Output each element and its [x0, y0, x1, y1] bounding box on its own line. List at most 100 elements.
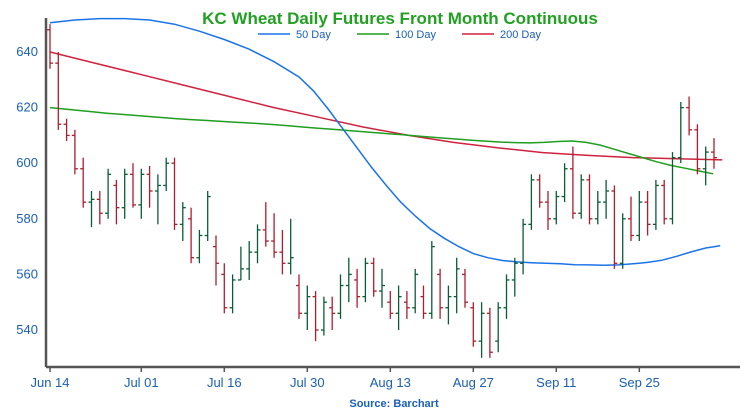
x-tick-label: Sep 11 — [536, 375, 576, 390]
price-bar — [96, 191, 103, 225]
chart-title: KC Wheat Daily Futures Front Month Conti… — [202, 9, 598, 28]
price-bar — [412, 268, 419, 314]
price-bar — [121, 168, 128, 219]
price-bar — [105, 168, 112, 219]
price-bar — [536, 174, 543, 208]
price-bar — [163, 157, 170, 191]
price-bar — [702, 146, 709, 186]
price-bar — [320, 296, 327, 336]
price-bar — [237, 246, 244, 281]
price-bar — [619, 213, 626, 269]
price-bar — [296, 274, 302, 319]
price-bar — [669, 152, 676, 225]
price-bar — [379, 268, 385, 308]
y-tick-label: 560 — [16, 266, 38, 281]
legend-label-50-day: 50 Day — [296, 29, 331, 41]
price-bar — [578, 174, 585, 219]
price-bar — [221, 263, 228, 314]
price-bar — [362, 257, 369, 303]
price-bar — [80, 157, 87, 208]
price-bar — [171, 157, 178, 230]
price-bar — [304, 285, 311, 330]
price-bar — [644, 191, 651, 236]
price-bar — [329, 296, 336, 330]
price-bar — [403, 291, 410, 319]
price-bar — [196, 229, 203, 264]
x-tick-label: Jun 14 — [30, 375, 69, 390]
x-tick-label: Jul 01 — [124, 375, 159, 390]
legend-label-200-day: 200 Day — [500, 29, 541, 41]
price-bar — [130, 163, 136, 208]
price-bar — [370, 257, 377, 297]
price-bar — [262, 202, 269, 247]
price-bar — [395, 285, 402, 330]
price-bar — [428, 241, 435, 319]
price-bar — [271, 213, 278, 258]
price-bar — [636, 191, 643, 242]
price-bar — [188, 207, 195, 264]
price-bar — [246, 241, 253, 280]
price-bar — [586, 174, 593, 225]
moving-averages — [49, 17, 723, 266]
price-bar — [628, 196, 634, 242]
price-bar — [694, 124, 701, 175]
ma200-line — [49, 51, 723, 161]
price-bar — [387, 291, 394, 319]
price-bar — [561, 163, 568, 203]
price-bar — [312, 291, 319, 342]
price-bar — [603, 179, 610, 219]
x-tick-label: Aug 27 — [453, 375, 494, 390]
y-tick-label: 580 — [16, 211, 38, 226]
price-bar — [47, 24, 53, 69]
ma100-line — [49, 106, 714, 175]
price-bar — [345, 257, 352, 303]
price-bar — [337, 274, 344, 319]
x-tick-label: Sep 25 — [619, 375, 660, 390]
price-bar — [569, 146, 576, 219]
price-bar — [495, 302, 502, 353]
y-axis: 540 560 580 600 620 640 — [16, 18, 48, 367]
price-bar — [437, 268, 444, 319]
price-bar — [254, 224, 261, 264]
x-tick-label: Jul 30 — [290, 375, 325, 390]
ma50-line — [49, 17, 721, 266]
price-bar — [88, 191, 95, 228]
price-bar — [511, 257, 518, 297]
legend-label-100-day: 100 Day — [395, 29, 436, 41]
price-bar — [113, 179, 120, 225]
price-bar — [154, 174, 161, 225]
x-tick-label: Jul 16 — [207, 375, 242, 390]
price-bar — [611, 185, 618, 269]
price-bar — [287, 218, 294, 275]
price-bar — [462, 268, 468, 308]
price-bar — [279, 229, 286, 275]
price-bar — [453, 257, 460, 314]
price-bar — [138, 168, 145, 219]
price-bar — [55, 52, 62, 130]
price-bar — [204, 191, 211, 242]
price-bar — [63, 118, 70, 141]
y-tick-label: 620 — [16, 100, 38, 115]
price-bar — [528, 174, 535, 230]
price-bars — [47, 24, 717, 358]
price-bar — [503, 274, 510, 319]
x-axis: Jun 14 Jul 01 Jul 16 Jul 30 Aug 13 Aug 27 Sep … — [30, 365, 740, 390]
price-bar — [677, 102, 684, 164]
price-bar — [478, 302, 485, 358]
price-bar — [545, 191, 551, 230]
price-bar — [146, 165, 153, 208]
price-bar — [652, 179, 659, 230]
source-note: Source: Barchart — [349, 398, 439, 410]
price-bar — [179, 202, 186, 242]
x-tick-label: Aug 13 — [370, 375, 411, 390]
price-bar — [486, 307, 493, 358]
y-tick-label: 640 — [16, 44, 38, 59]
price-bar — [686, 96, 693, 136]
legend: 50 Day 100 Day 200 Day — [258, 29, 541, 41]
price-bar — [420, 285, 427, 319]
price-bar — [71, 129, 78, 175]
y-tick-label: 540 — [16, 322, 38, 337]
price-bar — [553, 191, 560, 225]
price-bar — [354, 268, 361, 308]
